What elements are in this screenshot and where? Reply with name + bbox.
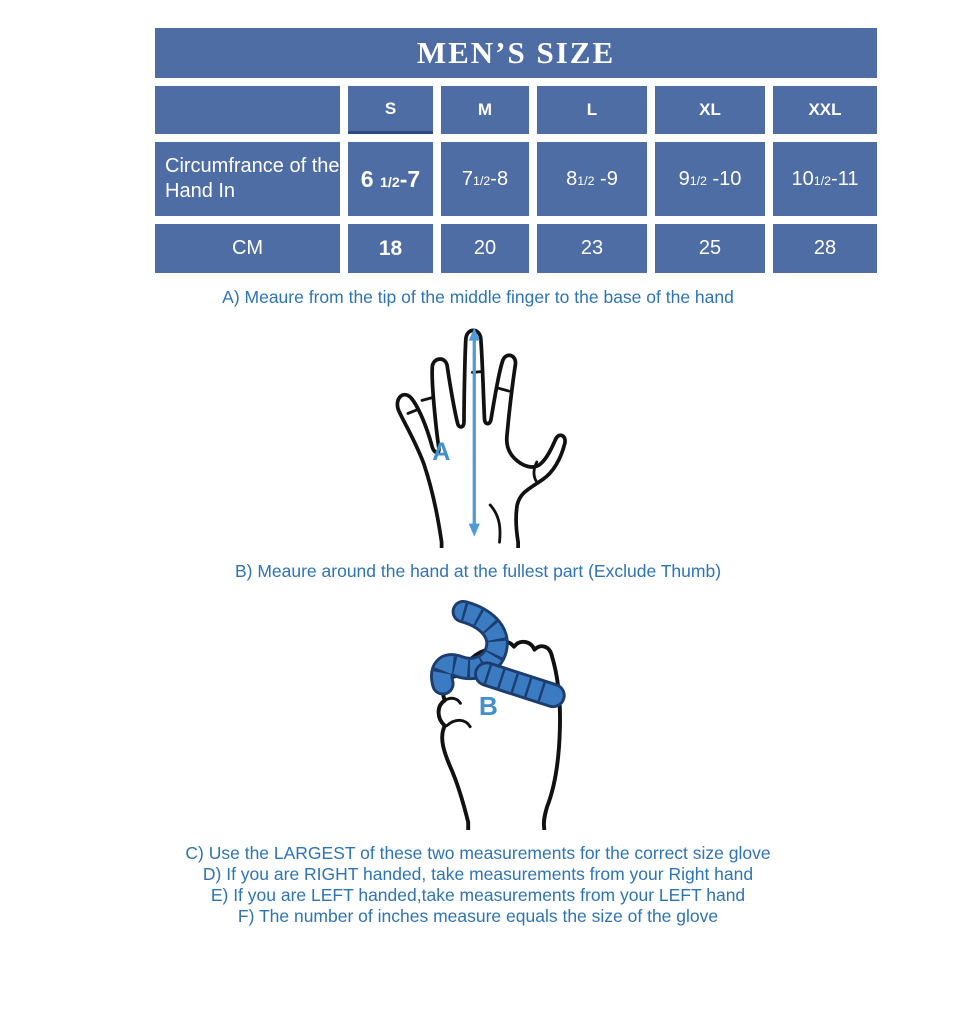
inches-value: 9 (678, 167, 690, 190)
tape-band (474, 661, 566, 709)
hand-measure-figure: A (0, 320, 956, 548)
content-below-table: A) Meaure from the tip of the middle fin… (0, 278, 956, 927)
row-label-cm: CM (155, 224, 340, 273)
row-label-inches: Circumfrance of the Hand In (155, 142, 340, 216)
inches-value: -9 (594, 167, 618, 190)
cm-cell-xxl: 28 (773, 224, 877, 273)
inches-value: -7 (399, 165, 421, 192)
column-header-xl: XL (655, 86, 765, 134)
size-table-wrap: MEN’S SIZE S M L XL XXL Circumfrance of … (147, 20, 885, 281)
inches-fraction: 1/2 (689, 173, 707, 188)
fist-label-b: B (479, 691, 498, 721)
cm-cell-xl: 25 (655, 224, 765, 273)
inches-fraction: 1/2 (577, 173, 595, 188)
open-hand-illustration: A (395, 327, 567, 548)
fist-illustration: B (430, 599, 566, 830)
inches-fraction: 1/2 (379, 174, 400, 191)
measure-arrow-a (468, 327, 480, 537)
instruction-c: C) Use the LARGEST of these two measurem… (185, 843, 771, 863)
instruction-block: C) Use the LARGEST of these two measurem… (0, 843, 956, 927)
column-header-xxl: XXL (773, 86, 877, 134)
inches-value: 8 (566, 167, 578, 190)
instruction-e: E) If you are LEFT handed,take measureme… (210, 885, 746, 905)
instruction-f: F) The number of inches measure equals t… (237, 906, 719, 926)
cm-cell-l: 23 (537, 224, 647, 273)
inches-cell-s: 6 1/2-7 (348, 142, 433, 216)
inches-value: 10 (791, 167, 814, 190)
fist-measure-figure: B (34, 598, 956, 830)
inches-value: -11 (831, 167, 859, 190)
column-header-l: L (537, 86, 647, 134)
instruction-d: D) If you are RIGHT handed, take measure… (202, 864, 754, 884)
inches-cell-xxl: 101/2-11 (773, 142, 877, 216)
hand-label-a: A (432, 438, 450, 466)
inches-value: -10 (706, 167, 742, 190)
inches-value: 6 (360, 165, 380, 192)
inches-value: -8 (490, 167, 509, 190)
inches-cell-m: 71/2-8 (441, 142, 529, 216)
hand-outline (395, 328, 567, 548)
thumb-fold-lines (443, 696, 472, 729)
inches-fraction: 1/2 (473, 173, 491, 188)
column-header-s: S (348, 86, 433, 134)
inches-fraction: 1/2 (813, 173, 832, 188)
size-table: MEN’S SIZE S M L XL XXL Circumfrance of … (147, 20, 885, 281)
inches-cell-xl: 91/2 -10 (655, 142, 765, 216)
cm-cell-m: 20 (441, 224, 529, 273)
instruction-a: A) Meaure from the tip of the middle fin… (222, 287, 734, 307)
table-title: MEN’S SIZE (155, 28, 877, 78)
column-header-m: M (441, 86, 529, 134)
inches-value: 7 (461, 167, 474, 190)
cm-cell-s: 18 (348, 224, 433, 273)
instruction-b: B) Meaure around the hand at the fullest… (234, 561, 722, 581)
corner-cell (155, 86, 340, 134)
inches-cell-l: 81/2 -9 (537, 142, 647, 216)
